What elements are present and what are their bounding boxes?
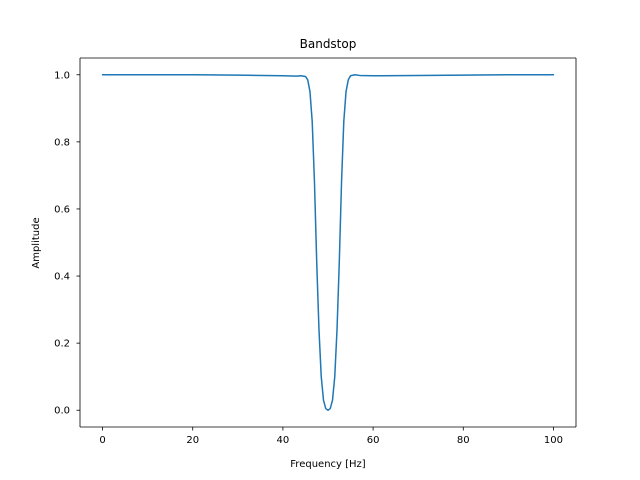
x-tick-label: 0 (99, 435, 105, 446)
x-tick-label: 40 (277, 435, 290, 446)
y-tick-label: 0.6 (54, 204, 70, 215)
x-tick-label: 100 (544, 435, 563, 446)
x-tick-label: 80 (457, 435, 470, 446)
y-tick-label: 0.8 (54, 137, 70, 148)
y-tick-label: 0.4 (54, 272, 70, 283)
plot-area: 0 20 40 60 80 100 0.0 0.2 0.4 0.6 0.8 1.0 (54, 57, 577, 446)
y-tick-label: 0.2 (54, 339, 70, 350)
x-tick-label: 20 (186, 435, 199, 446)
x-tick-label: 60 (367, 435, 380, 446)
y-tick-label: 1.0 (54, 70, 70, 81)
x-axis-label: Frequency [Hz] (290, 459, 366, 470)
y-tick-label: 0.0 (54, 406, 70, 417)
series-line-0 (101, 74, 555, 411)
y-axis-label: Amplitude (31, 217, 42, 268)
chart-title: Bandstop (300, 37, 357, 51)
